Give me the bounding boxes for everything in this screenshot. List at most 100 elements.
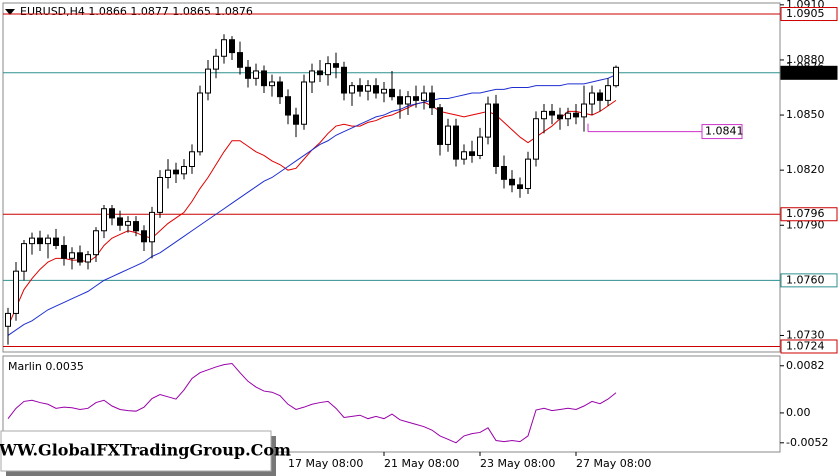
candle-body	[477, 136, 483, 156]
candle-body	[117, 217, 123, 226]
level-label: 1.0796	[786, 207, 825, 220]
candle-body	[5, 312, 11, 327]
candle-body	[557, 114, 563, 120]
candle-body	[317, 70, 323, 76]
level-label: 1.0905	[786, 7, 825, 20]
y-tick-label: 1.0850	[786, 108, 825, 121]
candle-body	[333, 63, 339, 68]
indicator-line	[7, 362, 617, 444]
candle-body	[301, 81, 307, 125]
candle-body	[389, 88, 395, 98]
candle-body	[245, 66, 251, 79]
candle-body	[269, 81, 275, 87]
candle-body	[45, 237, 51, 245]
indicator-y-tick-label: 0.00	[786, 406, 811, 419]
level-label-box	[780, 7, 838, 22]
level-label-box	[780, 65, 838, 80]
candle-body	[261, 70, 267, 87]
indicator-y-tick-label: 0.0082	[786, 359, 825, 372]
candle-body	[37, 237, 43, 245]
candle-body	[253, 70, 259, 79]
annotation-label: 1.0841	[705, 125, 744, 138]
candle-body	[605, 85, 611, 101]
y-tick-label: 1.0910	[786, 0, 825, 11]
candle-body	[101, 208, 107, 232]
candle-body	[53, 237, 59, 246]
level-label-box	[780, 339, 838, 354]
candle-body	[549, 110, 555, 116]
price-pane	[2, 2, 781, 353]
candle-body	[109, 208, 115, 219]
candle-body	[509, 178, 515, 186]
candle-body	[165, 169, 171, 179]
watermark-box	[0, 430, 272, 472]
candle-body	[541, 110, 547, 120]
candle-body	[157, 177, 163, 213]
candle-body	[133, 221, 139, 232]
candle-body	[501, 165, 507, 180]
candle-body	[293, 114, 299, 125]
candle-body	[325, 63, 331, 76]
chart-title: EURUSD,H4 1.0866 1.0877 1.0865 1.0876	[20, 5, 253, 18]
y-tick-label: 1.0880	[786, 53, 825, 66]
candle-body	[237, 52, 243, 68]
x-tick-label: 27 May 08:00	[576, 457, 651, 470]
candle-body	[613, 66, 619, 87]
candle-body	[21, 243, 27, 272]
candle-body	[77, 252, 83, 263]
menu-triangle[interactable]	[5, 9, 15, 15]
candle-body	[373, 85, 379, 94]
candle-body	[397, 96, 403, 105]
candle-body	[93, 230, 99, 256]
watermark-text: WWW.GlobalFXTradingGroup.Com	[0, 441, 291, 460]
candle-body	[85, 254, 91, 263]
candle-body	[277, 81, 283, 98]
candle-body	[125, 221, 131, 226]
indicator-label: Marlin 0.0035	[8, 360, 84, 373]
candle-body	[197, 92, 203, 153]
candle-body	[461, 151, 467, 160]
level-label: 1.0873	[786, 66, 825, 79]
candle-body	[365, 85, 371, 92]
candle-body	[69, 252, 75, 259]
candle-body	[61, 244, 67, 259]
candle-body	[285, 96, 291, 116]
y-tick-label: 1.0820	[786, 163, 825, 176]
candle-body	[421, 92, 427, 101]
x-tick-label: 23 May 08:00	[480, 457, 555, 470]
candle-body	[181, 165, 187, 175]
candle-body	[517, 184, 523, 190]
candle-body	[445, 125, 451, 145]
candle-body	[29, 237, 35, 245]
x-tick-label: 17 May 08:00	[288, 457, 363, 470]
candle-body	[453, 125, 459, 160]
plot: 1.0910 1.0880 1.0850 1.0820 1.0790 1.0730 0.00…	[3, 0, 838, 470]
candle-body	[309, 70, 315, 83]
candle-body	[493, 103, 499, 167]
level-label: 1.0760	[786, 273, 825, 286]
level-label: 1.0724	[786, 339, 825, 352]
candle-body	[589, 92, 595, 105]
candle-body	[205, 68, 211, 94]
candle-body	[357, 85, 363, 92]
level-label-box	[780, 273, 838, 288]
watermark: WWW.GlobalFXTradingGroup.Com	[0, 430, 291, 476]
candle-body	[341, 66, 347, 94]
candle-body	[149, 211, 155, 243]
x-tick-label: 21 May 08:00	[384, 457, 459, 470]
moving-average	[7, 74, 617, 336]
level-label-box	[780, 207, 838, 222]
y-tick-label: 1.0790	[786, 218, 825, 231]
indicator-y-tick-label: -0.0052	[786, 436, 828, 449]
candle-body	[13, 270, 19, 314]
candle-body	[597, 92, 603, 101]
y-tick-label: 1.0730	[786, 328, 825, 341]
candle-body	[229, 39, 235, 54]
candle-body	[213, 55, 219, 70]
candle-body	[349, 85, 355, 94]
candle-body	[533, 118, 539, 160]
candle-body	[437, 107, 443, 145]
annotation-box	[701, 124, 743, 140]
candle-body	[413, 96, 419, 101]
